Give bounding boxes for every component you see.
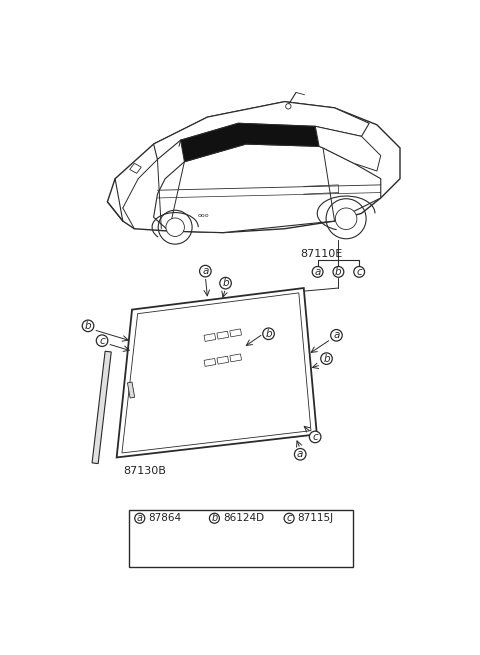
Circle shape xyxy=(336,208,357,229)
Polygon shape xyxy=(180,123,319,162)
Text: 87130B: 87130B xyxy=(123,466,166,476)
Circle shape xyxy=(286,103,291,109)
Polygon shape xyxy=(128,382,135,398)
Circle shape xyxy=(135,514,145,523)
Circle shape xyxy=(263,328,275,339)
Text: a: a xyxy=(297,449,303,459)
Polygon shape xyxy=(315,126,381,171)
Circle shape xyxy=(96,335,108,346)
Circle shape xyxy=(284,514,294,523)
Circle shape xyxy=(312,267,323,277)
Text: c: c xyxy=(356,267,362,277)
Circle shape xyxy=(82,320,94,331)
Bar xyxy=(153,537,180,556)
Circle shape xyxy=(166,218,184,236)
Text: a: a xyxy=(137,514,143,523)
Circle shape xyxy=(354,267,365,277)
Text: a: a xyxy=(333,330,340,341)
Text: 87110E: 87110E xyxy=(300,249,342,259)
Text: c: c xyxy=(99,335,105,346)
Circle shape xyxy=(220,277,231,289)
Circle shape xyxy=(294,449,306,460)
Polygon shape xyxy=(130,163,141,174)
Text: 86124D: 86124D xyxy=(223,514,264,523)
Text: c: c xyxy=(287,514,292,523)
Polygon shape xyxy=(217,331,228,339)
Circle shape xyxy=(209,514,219,523)
Text: b: b xyxy=(211,514,217,523)
Bar xyxy=(225,538,256,555)
Polygon shape xyxy=(117,288,317,457)
Polygon shape xyxy=(230,354,241,362)
Polygon shape xyxy=(217,356,228,364)
Bar xyxy=(129,510,353,567)
Bar xyxy=(296,534,332,559)
Text: b: b xyxy=(84,321,91,331)
Text: 87115J: 87115J xyxy=(298,514,334,523)
Polygon shape xyxy=(92,351,111,464)
Circle shape xyxy=(310,431,321,443)
Polygon shape xyxy=(230,329,241,337)
Text: a: a xyxy=(314,267,321,277)
Polygon shape xyxy=(108,102,400,233)
Text: 87864: 87864 xyxy=(148,514,181,523)
Text: b: b xyxy=(323,354,330,364)
Polygon shape xyxy=(204,333,216,341)
Circle shape xyxy=(333,267,344,277)
Text: b: b xyxy=(222,278,229,288)
Text: c: c xyxy=(312,432,318,442)
Text: b: b xyxy=(335,267,342,277)
Polygon shape xyxy=(154,144,381,233)
Text: ooo: ooo xyxy=(198,213,209,218)
Polygon shape xyxy=(204,358,216,366)
Circle shape xyxy=(331,329,342,341)
Circle shape xyxy=(321,353,332,364)
Text: b: b xyxy=(265,329,272,339)
Circle shape xyxy=(200,265,211,277)
Polygon shape xyxy=(154,102,369,159)
Text: a: a xyxy=(202,266,208,276)
